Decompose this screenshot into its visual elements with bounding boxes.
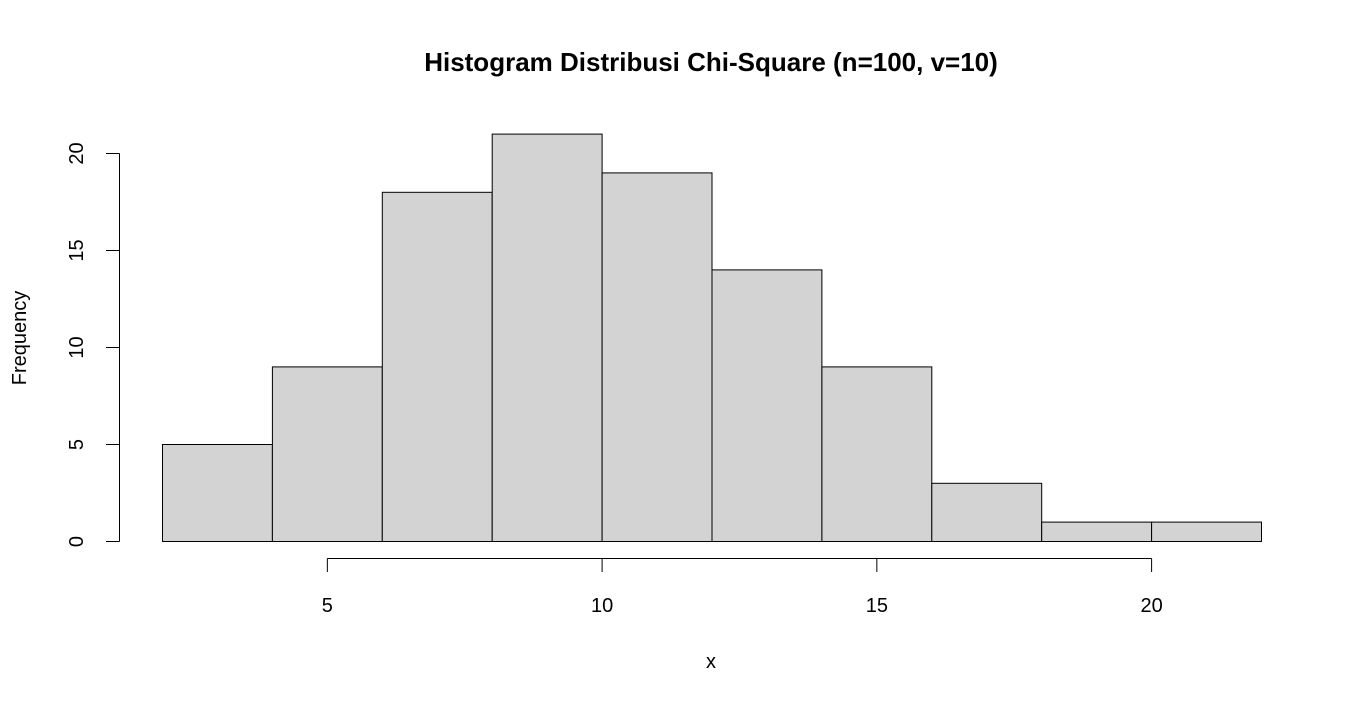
histogram-bar	[1041, 521, 1153, 542]
y-tick-label: 5	[66, 439, 88, 450]
x-tick-label: 10	[591, 595, 613, 617]
y-axis-title: Frequency	[9, 291, 31, 386]
histogram-bar	[271, 366, 383, 542]
histogram-bar	[1151, 521, 1262, 542]
x-tick-label: 15	[866, 595, 888, 617]
histogram-bar	[601, 172, 713, 542]
y-tick-label: 20	[66, 142, 88, 164]
histogram-bar	[491, 133, 603, 542]
histogram-bar	[931, 482, 1043, 542]
histogram-bar	[162, 444, 273, 542]
y-axis: 0 5 10 15 20	[66, 142, 120, 547]
chart-title: Histogram Distribusi Chi-Square (n=100, …	[424, 47, 998, 77]
y-tick-label: 0	[66, 536, 88, 547]
histogram-bar	[381, 191, 493, 543]
y-tick-label: 10	[66, 336, 88, 358]
histogram-bar	[821, 366, 933, 542]
x-tick-label: 5	[322, 595, 333, 617]
x-axis: 5 10 15 20	[322, 558, 1163, 617]
y-tick-label: 15	[66, 239, 88, 261]
histogram-bar	[711, 269, 823, 542]
x-axis-title: x	[706, 651, 716, 673]
x-tick-label: 20	[1140, 595, 1162, 617]
bars-group	[162, 133, 1262, 543]
